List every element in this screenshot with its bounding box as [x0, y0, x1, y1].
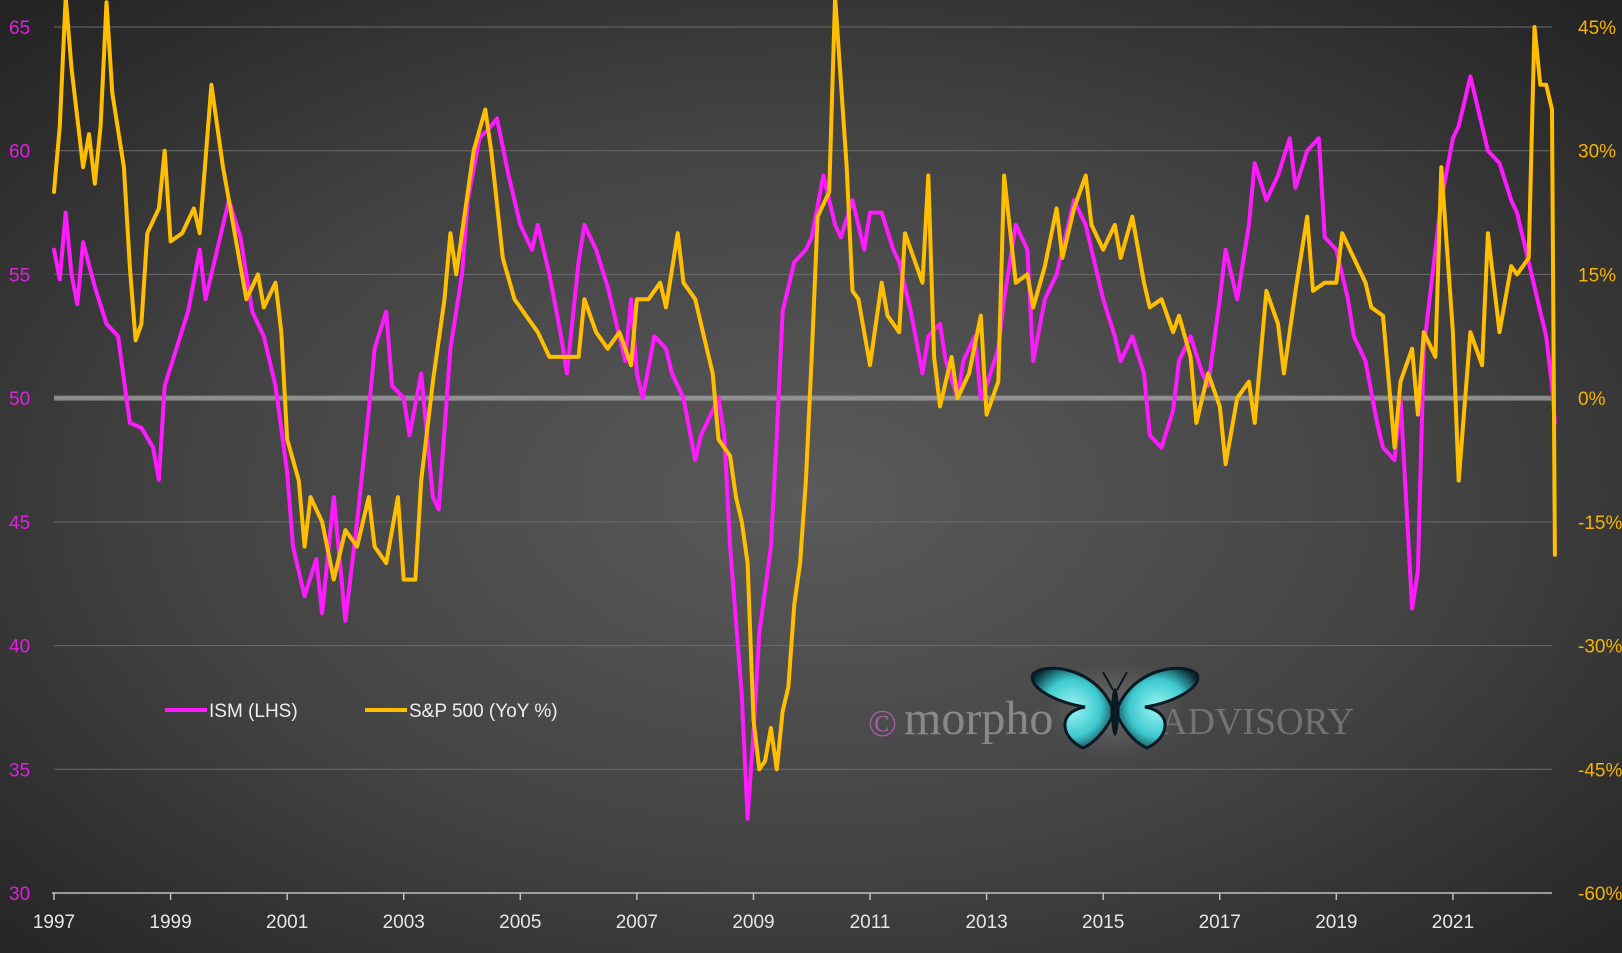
- y-right-tick-label: -60%: [1578, 884, 1622, 905]
- series-line-ism: [52, 74, 1557, 821]
- y-right-tick-label: 30%: [1578, 142, 1616, 163]
- x-tick-label: 2021: [1432, 912, 1474, 933]
- watermark-word-advisory: ADVISORY: [1160, 701, 1354, 743]
- series-line-sp500: [52, 0, 1557, 772]
- watermark-copyright-symbol: ©: [868, 703, 897, 745]
- legend: ISM (LHS) S&P 500 (YoY %): [165, 701, 558, 722]
- y-right-tick-label: -30%: [1578, 637, 1622, 658]
- y-left-tick-label: 50: [9, 389, 30, 410]
- legend-label: ISM (LHS): [209, 701, 298, 722]
- series-lines: [52, 0, 1557, 821]
- y-left-tick-label: 40: [9, 637, 30, 658]
- x-tick-label: 2015: [1082, 912, 1124, 933]
- y-right-tick-label: -45%: [1578, 760, 1622, 781]
- y-axis-left: 30 35 40 45 50 55 60 65: [9, 18, 30, 905]
- x-tick-label: 2017: [1199, 912, 1241, 933]
- x-tick-label: 2019: [1315, 912, 1357, 933]
- y-left-tick-label: 45: [9, 513, 30, 534]
- y-left-tick-label: 35: [9, 760, 30, 781]
- y-right-tick-label: -15%: [1578, 513, 1622, 534]
- x-axis: 1997 1999 2001 2003 2005 2007 2009 2011 2013 2015…: [33, 892, 1552, 933]
- x-tick-label: 2011: [850, 912, 891, 933]
- y-axis-right: -60% -45% -30% -15% 0% 15% 30% 45%: [1578, 18, 1622, 905]
- y-left-tick-label: 30: [9, 884, 30, 905]
- legend-label: S&P 500 (YoY %): [409, 701, 558, 722]
- x-tick-label: 1999: [149, 912, 191, 933]
- y-left-tick-label: 55: [9, 265, 30, 286]
- x-tick-label: 2003: [383, 912, 425, 933]
- x-tick-label: 2007: [616, 912, 658, 933]
- y-right-tick-label: 0%: [1578, 389, 1606, 410]
- x-tick-label: 2013: [965, 912, 1007, 933]
- x-tick-label: 1997: [33, 912, 75, 933]
- butterfly-icon: [1030, 666, 1200, 750]
- x-tick-label: 2005: [499, 912, 541, 933]
- x-tick-label: 2009: [732, 912, 774, 933]
- y-left-tick-label: 65: [9, 18, 30, 39]
- watermark-word-morpho: morpho: [904, 692, 1053, 745]
- x-tick-label: 2001: [266, 912, 308, 933]
- y-right-tick-label: 15%: [1578, 265, 1616, 286]
- y-right-tick-label: 45%: [1578, 18, 1616, 39]
- y-left-tick-label: 60: [9, 142, 30, 163]
